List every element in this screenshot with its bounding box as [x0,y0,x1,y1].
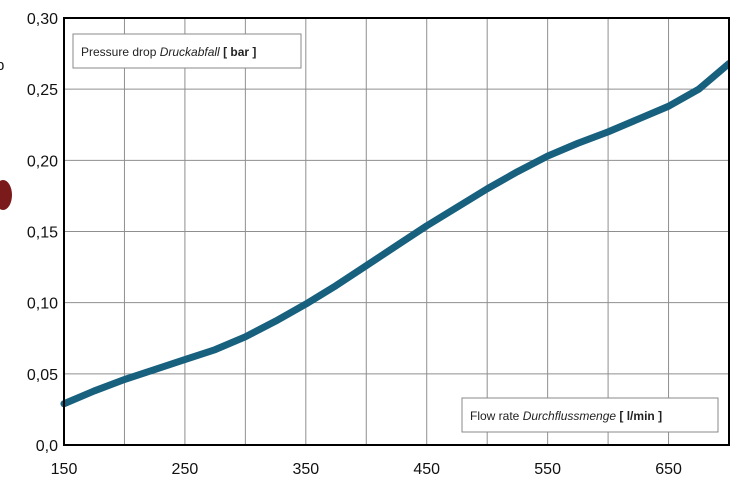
y-legend-label: Pressure drop Druckabfall [ bar ] [81,45,256,59]
data-point [453,204,461,211]
y-tick-label: 0,05 [27,367,58,384]
grid [64,18,729,445]
y-legend-unit: [ bar ] [220,45,257,59]
x-axis-ticks: 150 250 350 450 550 650 [51,461,682,478]
y-legend-italic: Druckabfall [160,45,220,59]
x-legend-box [461,397,719,433]
x-tick-label: 250 [172,461,199,478]
x-tick-label: 350 [292,461,319,478]
data-point [91,387,98,395]
data-point [393,242,400,249]
x-tick-label: 650 [655,461,682,478]
x-legend-prefix: Flow rate [470,409,523,423]
data-point [151,366,158,373]
y-tick-label: 0,0 [36,438,58,455]
data-point [665,103,672,110]
data-point [635,115,642,123]
series-points [60,60,730,407]
edge-cropped-text: p [0,57,4,74]
data-point [483,185,491,192]
y-tick-label: 0,10 [27,296,58,313]
y-legend-box [72,33,302,69]
x-tick-label: 550 [534,461,561,478]
data-point [181,356,189,363]
y-axis-ticks: 0,0 0,05 0,10 0,15 0,20 0,25 0,30 [27,11,58,455]
data-point [574,140,582,147]
edge-cropped-ball-icon [0,180,12,210]
y-tick-label: 0,25 [27,82,58,99]
x-legend-label: Flow rate Durchflussmenge [ l/min ] [470,409,662,423]
x-legend-unit: [ l/min ] [616,409,662,423]
data-point [302,300,310,308]
data-point [272,317,279,325]
x-tick-label: 150 [51,461,78,478]
y-tick-label: 0,20 [27,153,58,170]
data-point [121,376,128,383]
data-point [514,168,521,175]
series-line [60,60,730,408]
y-tick-label: 0,30 [27,11,58,28]
x-legend-italic: Durchflussmenge [523,409,617,423]
x-tick-label: 450 [413,461,440,478]
y-legend-prefix: Pressure drop [81,45,160,59]
data-point [423,222,430,230]
plot-frame [63,17,730,446]
data-point [604,128,612,136]
data-point [332,282,340,289]
data-point [363,262,370,269]
data-point [544,152,551,160]
data-point [242,333,249,341]
y-tick-label: 0,15 [27,225,58,242]
data-point [211,346,219,353]
data-point [695,85,702,93]
